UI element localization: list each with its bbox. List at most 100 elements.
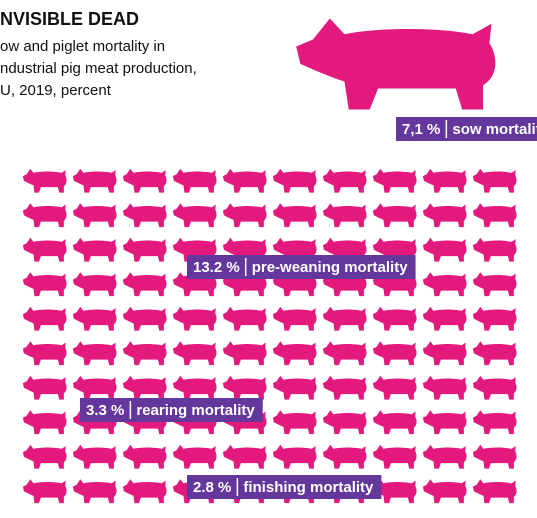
pig — [22, 203, 67, 228]
pig — [122, 203, 167, 228]
label-name: pre-weaning mortality — [252, 259, 409, 276]
pig — [72, 203, 117, 228]
title: NVISIBLE DEAD — [0, 9, 139, 29]
pig — [322, 203, 367, 228]
pig — [472, 168, 517, 193]
pig — [422, 410, 467, 435]
pig — [422, 272, 467, 297]
pig — [422, 341, 467, 366]
pig — [22, 306, 67, 331]
pig — [472, 444, 517, 469]
label: 2.8 % finishing mortality — [187, 475, 382, 499]
pig — [422, 306, 467, 331]
pig — [422, 168, 467, 193]
pig — [122, 306, 167, 331]
pig — [122, 237, 167, 262]
pig — [272, 444, 317, 469]
subtitle: U, 2019, percent — [0, 82, 112, 99]
pig — [122, 341, 167, 366]
pig — [422, 237, 467, 262]
label: 7,1 % sow mortality — [396, 117, 537, 141]
pig — [222, 444, 267, 469]
pig — [372, 341, 417, 366]
pig — [472, 341, 517, 366]
pig — [122, 375, 167, 400]
pig — [22, 410, 67, 435]
pig — [172, 203, 217, 228]
pig — [222, 168, 267, 193]
label: 3.3 % rearing mortality — [80, 398, 263, 422]
label-box — [80, 398, 263, 422]
pig — [472, 375, 517, 400]
pig — [72, 306, 117, 331]
value-label: 3.3 % — [86, 402, 124, 419]
label-box — [187, 475, 382, 499]
pig — [22, 168, 67, 193]
pig — [322, 341, 367, 366]
pig — [172, 341, 217, 366]
pig — [472, 306, 517, 331]
pig — [322, 375, 367, 400]
pig — [72, 237, 117, 262]
subtitle: ow and piglet mortality in — [0, 38, 165, 55]
pig — [172, 444, 217, 469]
value-label: 7,1 % — [402, 121, 440, 138]
pig — [372, 375, 417, 400]
pig — [122, 444, 167, 469]
pig — [272, 203, 317, 228]
pig — [472, 203, 517, 228]
pig — [172, 168, 217, 193]
pig — [222, 375, 267, 400]
pig — [22, 237, 67, 262]
pig — [272, 306, 317, 331]
pig — [422, 444, 467, 469]
pig — [322, 444, 367, 469]
pig — [322, 306, 367, 331]
pig — [472, 272, 517, 297]
pig — [222, 341, 267, 366]
pig — [72, 341, 117, 366]
pig — [72, 272, 117, 297]
pig — [222, 203, 267, 228]
pig — [372, 410, 417, 435]
pig — [472, 237, 517, 262]
label-box — [396, 117, 537, 141]
pig — [72, 375, 117, 400]
pig — [322, 168, 367, 193]
label-box — [187, 255, 416, 279]
pig — [22, 375, 67, 400]
pig — [72, 168, 117, 193]
pig — [122, 479, 167, 504]
value-label: 2.8 % — [193, 479, 231, 496]
label: 13.2 % pre-weaning mortality — [187, 255, 416, 279]
subtitle: ndustrial pig meat production, — [0, 60, 197, 77]
pig — [222, 306, 267, 331]
pig — [272, 410, 317, 435]
pig — [272, 341, 317, 366]
pig — [472, 479, 517, 504]
pig — [22, 479, 67, 504]
pig — [122, 168, 167, 193]
pig — [272, 168, 317, 193]
label-name: rearing mortality — [136, 402, 255, 419]
label-name: sow mortality — [452, 121, 537, 138]
pig — [422, 375, 467, 400]
pig — [296, 18, 496, 110]
pig — [372, 444, 417, 469]
pig — [22, 341, 67, 366]
pig — [472, 410, 517, 435]
pig — [72, 479, 117, 504]
pig — [372, 306, 417, 331]
pig — [372, 203, 417, 228]
pig — [322, 410, 367, 435]
pig — [72, 444, 117, 469]
label-name: finishing mortality — [243, 479, 374, 496]
pig — [372, 168, 417, 193]
pig — [272, 375, 317, 400]
pig — [122, 272, 167, 297]
value-label: 13.2 % — [193, 259, 240, 276]
pig — [22, 444, 67, 469]
pig — [172, 306, 217, 331]
pig — [422, 479, 467, 504]
